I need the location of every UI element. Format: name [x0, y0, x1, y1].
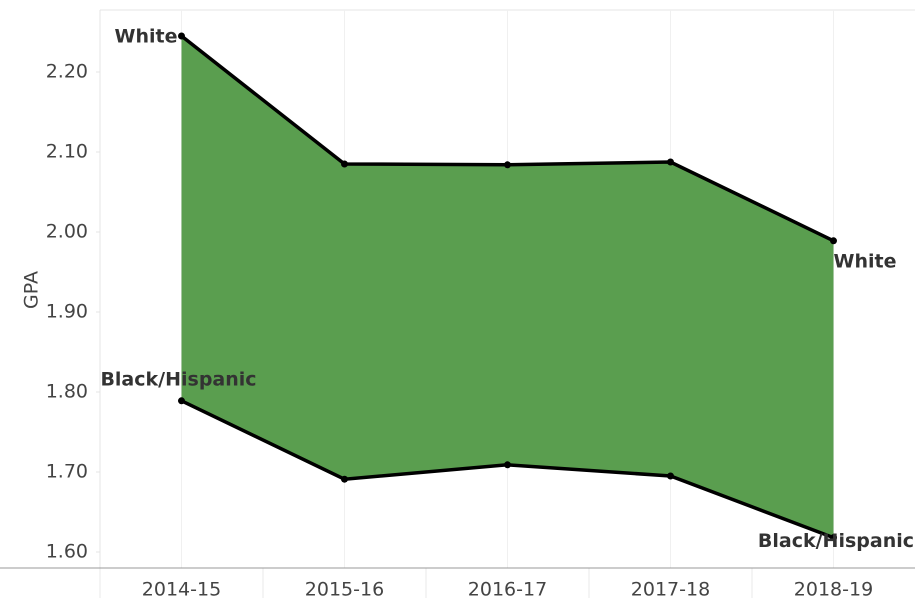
y-tick-label: 2.00 — [46, 221, 88, 243]
series-label: White — [115, 26, 178, 48]
point — [178, 397, 185, 405]
series-label: White — [834, 250, 897, 272]
point — [830, 534, 837, 542]
point — [667, 158, 674, 166]
y-tick-label: 2.20 — [46, 61, 88, 83]
y-tick-label: 1.80 — [46, 381, 88, 403]
y-tick-label: 2.10 — [46, 141, 88, 163]
point — [341, 475, 348, 483]
point — [830, 237, 837, 245]
point — [504, 161, 511, 169]
point — [504, 461, 511, 469]
y-tick-label: 1.70 — [46, 461, 88, 483]
y-tick-label: 1.90 — [46, 301, 88, 323]
x-tick-label: 2015-16 — [305, 579, 384, 601]
point — [178, 32, 185, 40]
x-tick-label: 2016-17 — [468, 579, 547, 601]
range-area — [181, 36, 834, 538]
y-tick-label: 1.60 — [46, 541, 88, 563]
point — [341, 160, 348, 168]
x-tick-label: 2014-15 — [142, 579, 221, 601]
series-label: Black/Hispanic — [100, 368, 256, 390]
y-axis-title: GPA — [21, 271, 43, 309]
x-tick-label: 2018-19 — [794, 579, 873, 601]
series-label: Black/Hispanic — [758, 530, 914, 552]
x-tick-label: 2017-18 — [631, 579, 710, 601]
point — [667, 472, 674, 480]
